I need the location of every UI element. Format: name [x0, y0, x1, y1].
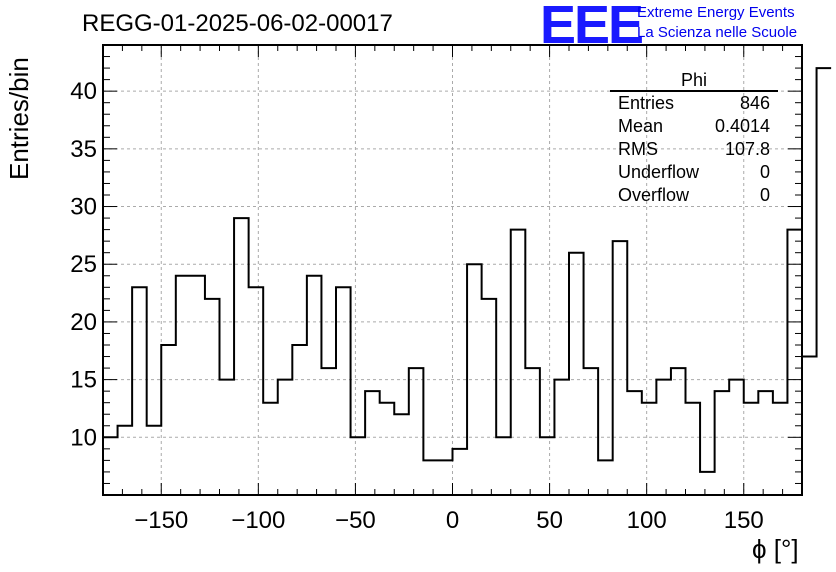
y-tick-label: 10	[70, 424, 97, 451]
histogram-bin	[351, 437, 366, 495]
histogram-bin	[817, 68, 832, 495]
y-tick-label: 40	[70, 78, 97, 105]
histogram-bin	[176, 276, 191, 495]
histogram-bin	[147, 426, 162, 495]
histogram-bin	[671, 368, 686, 495]
histogram-bin	[118, 426, 133, 495]
x-tick-label: −100	[231, 507, 285, 534]
histogram-bin	[263, 403, 278, 495]
histogram-bin	[773, 403, 788, 495]
histogram-bin	[482, 299, 497, 495]
histogram-bin	[554, 380, 569, 495]
histogram-bin	[715, 391, 730, 495]
stats-value: 107.8	[724, 139, 770, 159]
histogram-bin	[103, 437, 118, 495]
stats-row-overflow: Overflow 0	[610, 184, 778, 207]
histogram-bin	[205, 299, 220, 495]
stats-value: 0.4014	[714, 116, 770, 136]
logo-line-2: La Scienza nelle Scuole	[637, 24, 798, 41]
eee-logo: EEE	[540, 0, 644, 55]
stats-value: 0	[759, 185, 770, 205]
histogram-bin	[729, 380, 744, 495]
plot-frame	[102, 44, 803, 496]
y-tick-label: 35	[70, 136, 97, 163]
stats-label: Mean	[618, 116, 664, 136]
y-tick-label: 25	[70, 251, 97, 278]
x-axis-label: ϕ [°]	[752, 534, 799, 564]
histogram-bin	[220, 380, 235, 495]
histogram-bin	[336, 287, 351, 495]
histogram-bin	[686, 403, 701, 495]
histogram-bin	[656, 380, 671, 495]
stats-label: Entries	[618, 93, 675, 113]
histogram-bin	[511, 230, 526, 495]
stats-box: Phi Entries 846 Mean 0.4014 RMS 107.8 Un…	[610, 70, 778, 207]
stats-row-mean: Mean 0.4014	[610, 115, 778, 138]
histogram-bin	[132, 287, 147, 495]
histogram-bin	[467, 264, 482, 495]
histogram-bin	[525, 368, 540, 495]
histogram-bin	[700, 472, 715, 495]
logo-line-1: Extreme Energy Events	[637, 4, 795, 21]
stats-label: Underflow	[618, 162, 700, 182]
histogram-bin	[642, 403, 657, 495]
histogram-bin	[292, 345, 307, 495]
y-tick-label: 15	[70, 367, 97, 394]
y-tick-label: 30	[70, 194, 97, 221]
chart-title: REGG-01-2025-06-02-00017	[82, 10, 393, 37]
x-tick-label: 50	[536, 507, 563, 534]
x-tick-label: 0	[446, 507, 459, 534]
histogram-bin	[380, 403, 395, 495]
stats-label: Overflow	[618, 185, 690, 205]
histogram-bin	[802, 357, 817, 495]
histogram-bin	[365, 391, 380, 495]
stats-label: RMS	[618, 139, 658, 159]
histogram-bin	[278, 380, 293, 495]
histogram-bin	[423, 460, 438, 495]
histogram-bin	[758, 391, 773, 495]
stats-value: 846	[739, 93, 770, 113]
histogram-bin	[409, 368, 424, 495]
histogram-series-line	[103, 67, 832, 473]
histogram-bin	[584, 368, 599, 495]
stats-row-rms: RMS 107.8	[610, 138, 778, 161]
x-tick-label: −150	[134, 507, 188, 534]
y-axis-label: Entries/bin	[4, 57, 34, 180]
x-tick-label: 100	[627, 507, 667, 534]
histogram-bin	[787, 230, 802, 495]
stats-title: Phi	[610, 70, 778, 92]
histogram-bin	[613, 241, 628, 495]
histogram-bin	[744, 403, 759, 495]
histogram-bin	[598, 460, 613, 495]
histogram-bin	[394, 414, 409, 495]
histogram-bin	[234, 218, 249, 495]
histogram-bin	[249, 287, 264, 495]
y-tick-label: 20	[70, 309, 97, 336]
histogram-bin	[190, 276, 205, 495]
stats-row-underflow: Underflow 0	[610, 161, 778, 184]
histogram-bin	[540, 437, 555, 495]
histogram-bin	[569, 253, 584, 495]
x-tick-label: 150	[724, 507, 764, 534]
stats-value: 0	[759, 162, 770, 182]
histogram-bin	[453, 449, 468, 495]
histogram-bin	[438, 460, 453, 495]
histogram-bin	[161, 345, 176, 495]
x-tick-label: −50	[335, 507, 376, 534]
histogram-bin	[321, 368, 336, 495]
histogram-bin	[307, 276, 322, 495]
histogram-bin	[496, 437, 511, 495]
histogram-bin	[627, 391, 642, 495]
stats-row-entries: Entries 846	[610, 92, 778, 115]
